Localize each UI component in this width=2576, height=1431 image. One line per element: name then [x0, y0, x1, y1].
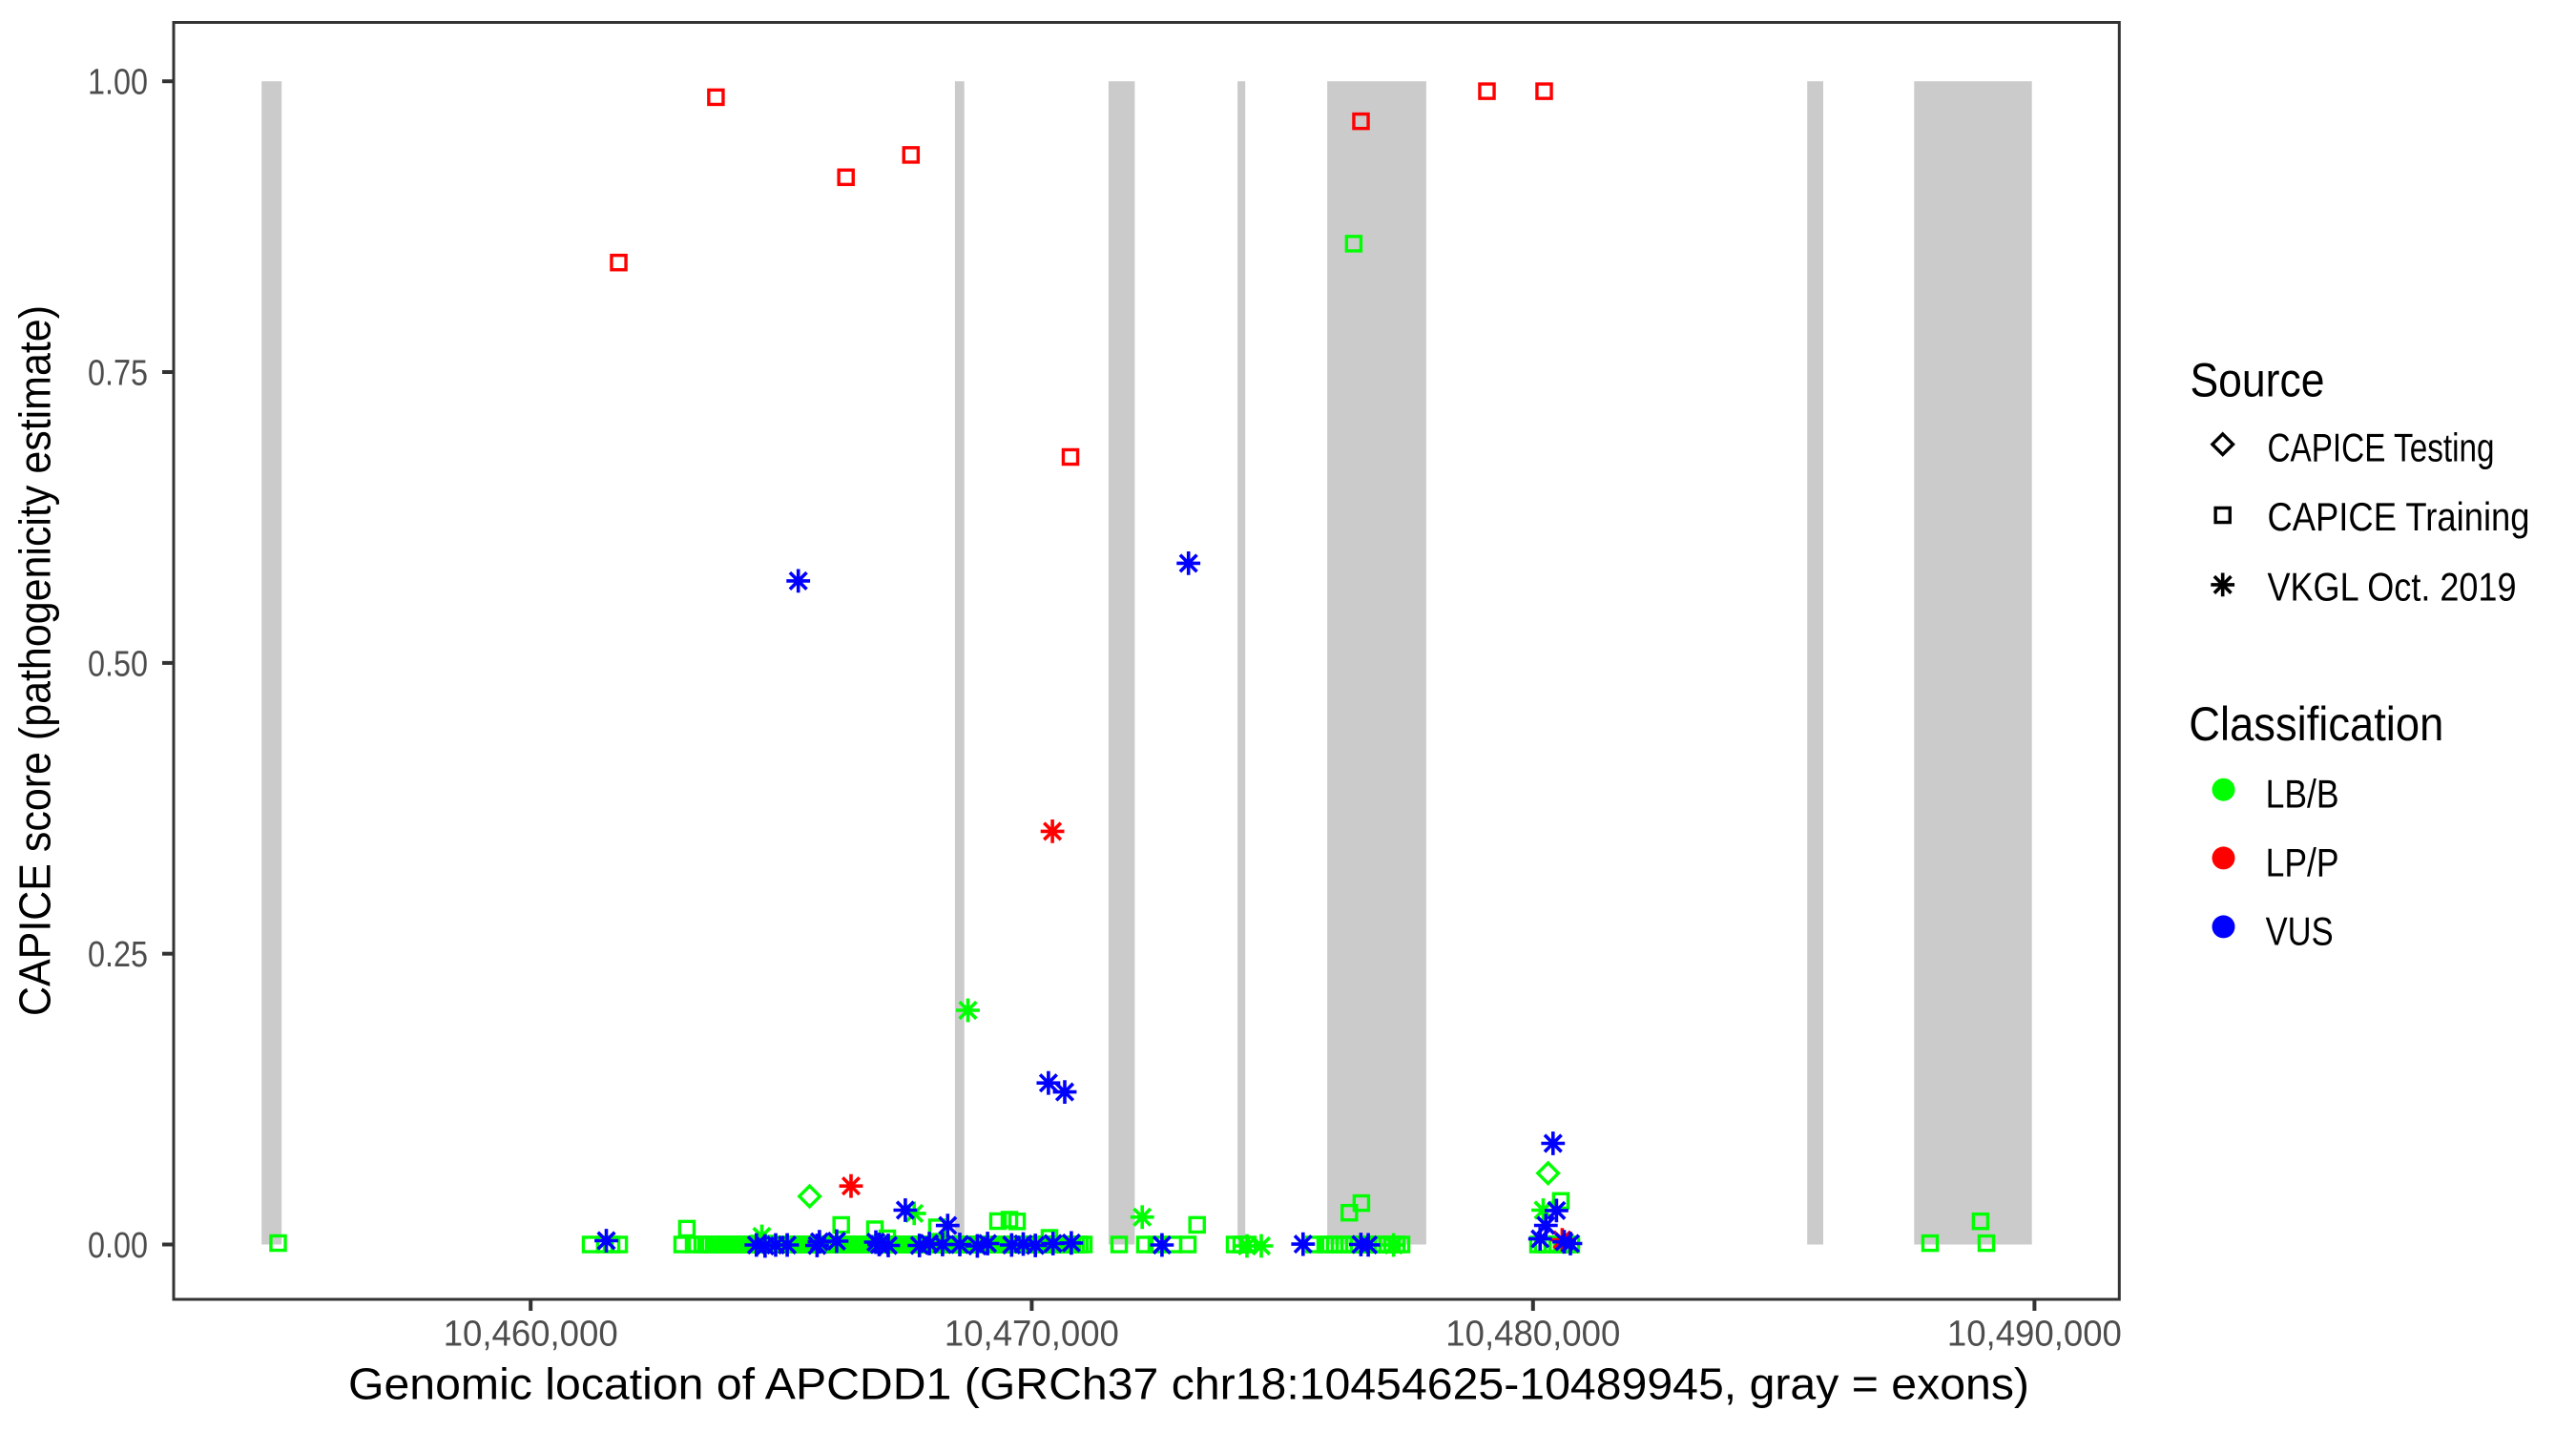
- svg-text:0.25: 0.25: [88, 935, 148, 975]
- svg-text:LB/B: LB/B: [2266, 772, 2339, 817]
- svg-text:CAPICE Training: CAPICE Training: [2268, 494, 2530, 539]
- svg-text:10,470,000: 10,470,000: [945, 1315, 1119, 1355]
- svg-text:Source: Source: [2191, 354, 2325, 407]
- svg-text:VUS: VUS: [2266, 909, 2334, 954]
- svg-text:1.00: 1.00: [88, 63, 148, 103]
- svg-text:10,490,000: 10,490,000: [1947, 1315, 2122, 1355]
- svg-text:0.00: 0.00: [88, 1226, 148, 1266]
- svg-text:VKGL Oct. 2019: VKGL Oct. 2019: [2268, 565, 2517, 610]
- svg-text:0.75: 0.75: [88, 354, 148, 394]
- svg-text:Classification: Classification: [2189, 697, 2443, 751]
- svg-text:CAPICE score (pathogenicity es: CAPICE score (pathogenicity estimate): [10, 305, 60, 1016]
- svg-text:Genomic location of APCDD1 (GR: Genomic location of APCDD1 (GRCh37 chr18…: [348, 1359, 2029, 1409]
- svg-text:LP/P: LP/P: [2266, 840, 2339, 885]
- svg-text:10,460,000: 10,460,000: [444, 1315, 618, 1355]
- svg-text:0.50: 0.50: [88, 644, 148, 684]
- svg-text:CAPICE Testing: CAPICE Testing: [2268, 425, 2495, 470]
- svg-text:10,480,000: 10,480,000: [1445, 1315, 1620, 1355]
